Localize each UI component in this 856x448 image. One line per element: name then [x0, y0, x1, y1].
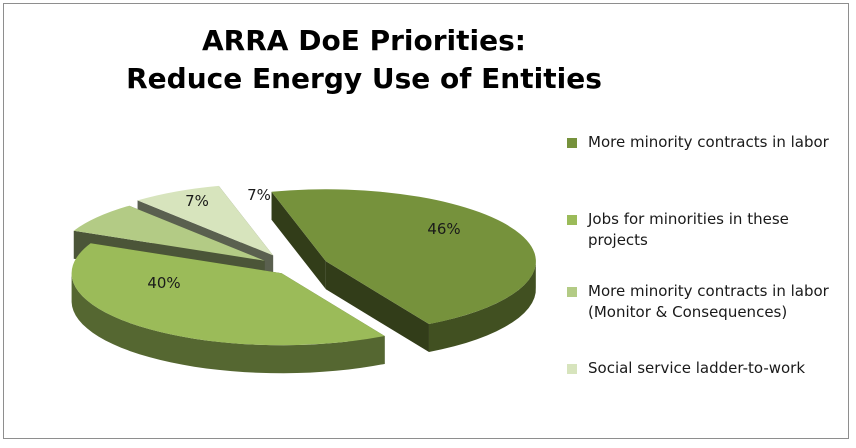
- chart-title: ARRA DoE Priorities: Reduce Energy Use o…: [4, 22, 724, 98]
- legend-swatch-3: [567, 287, 577, 297]
- legend-label-3: More minority contracts in labor (Monito…: [588, 282, 829, 321]
- pie-slice-2: [71, 243, 385, 374]
- legend-swatch-2: [567, 215, 577, 225]
- chart-title-line-1: ARRA DoE Priorities:: [202, 24, 526, 57]
- legend-swatch-1: [567, 138, 577, 148]
- data-label-2: 40%: [147, 274, 180, 292]
- legend-label-4: Social service ladder-to-work: [588, 359, 806, 377]
- data-label-3: 7%: [185, 192, 209, 210]
- pie-plot: 46% 40% 7% 7%: [71, 185, 536, 374]
- legend-label-2: Jobs for minorities in these projects: [588, 210, 789, 249]
- legend-swatch-4: [567, 364, 577, 374]
- legend-label-1: More minority contracts in labor: [588, 133, 829, 151]
- chart-area: ARRA DoE Priorities: Reduce Energy Use o…: [3, 3, 849, 439]
- pie-slice-1: [271, 189, 536, 353]
- chart-title-line-2: Reduce Energy Use of Entities: [126, 62, 602, 95]
- data-label-1: 46%: [427, 220, 460, 238]
- data-label-4: 7%: [247, 186, 271, 204]
